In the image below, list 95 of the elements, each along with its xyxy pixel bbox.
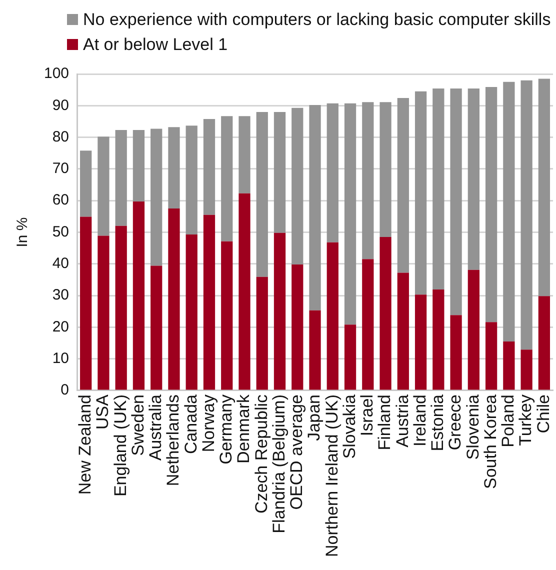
x-tick-label: Canada	[181, 394, 200, 454]
bar	[221, 241, 233, 390]
bar	[80, 150, 92, 217]
bar	[98, 236, 110, 390]
y-tick-label: 50	[52, 223, 70, 240]
bar	[168, 208, 180, 390]
x-tick-label: USA	[93, 394, 112, 430]
x-tick-label: Turkey	[516, 394, 536, 446]
x-tick-label: Germany	[216, 394, 236, 464]
x-tick-label: OECD average	[287, 394, 306, 510]
x-tick-label: Israel	[358, 394, 377, 436]
bar	[309, 105, 321, 310]
x-tick-label: Finland	[375, 394, 394, 450]
bar	[326, 103, 338, 242]
legend-label: No experience with computers or lacking basic computer skills	[83, 10, 551, 30]
bar	[397, 272, 409, 390]
x-tick-label: Flandria (Belgium)	[269, 394, 288, 534]
bar	[362, 259, 374, 390]
y-tick-label: 40	[52, 255, 70, 272]
bar	[168, 127, 180, 209]
x-tick-label: Australia	[146, 394, 166, 461]
bar	[362, 102, 374, 260]
x-tick-label: Netherlands	[164, 394, 183, 486]
y-tick-label: 70	[52, 160, 70, 178]
bar	[221, 116, 233, 242]
bar	[132, 130, 145, 202]
bar	[538, 296, 550, 390]
x-tick-label: Slovakia	[340, 394, 359, 459]
bar	[186, 126, 198, 234]
bar	[538, 78, 550, 296]
bar	[503, 82, 515, 342]
bar	[203, 118, 216, 215]
bar	[98, 136, 110, 236]
bar	[468, 270, 480, 390]
x-tick-label: Poland	[498, 394, 518, 448]
bar	[203, 214, 216, 390]
bar	[414, 294, 427, 390]
x-tick-label: Austria	[392, 394, 412, 448]
bar	[80, 216, 92, 390]
bar	[309, 310, 321, 390]
x-tick-label: Estonia	[428, 394, 448, 452]
bar	[150, 266, 162, 390]
bar	[344, 324, 356, 390]
bar	[186, 234, 198, 390]
x-tick-label: Denmark	[234, 394, 254, 464]
y-axis-title: In %	[14, 217, 32, 248]
x-tick-label: Japan	[304, 394, 324, 441]
bar	[380, 102, 392, 237]
y-tick-label: 10	[52, 350, 70, 367]
bar	[132, 202, 145, 390]
bar	[432, 290, 444, 390]
y-tick-label: 30	[52, 286, 70, 304]
bar	[485, 322, 498, 390]
x-tick-label: Greece	[446, 394, 465, 450]
bar	[397, 98, 409, 273]
x-tick-label: England (UK)	[110, 394, 130, 497]
y-tick-label: 60	[52, 192, 70, 209]
bar	[256, 112, 268, 277]
bar	[344, 103, 356, 325]
x-tick-label: Slovenia	[463, 394, 482, 460]
bar	[503, 341, 515, 390]
y-tick-label: 0	[60, 382, 70, 399]
bar	[292, 264, 304, 390]
bar	[238, 116, 250, 194]
bar	[520, 80, 532, 350]
x-tick-label: Sweden	[128, 394, 148, 456]
bar	[150, 128, 162, 266]
bar	[468, 88, 480, 270]
y-tick-label: 20	[52, 318, 70, 336]
bar	[520, 350, 532, 390]
y-tick-label: 90	[52, 96, 70, 114]
bar	[238, 193, 250, 390]
x-tick-label: Czech Republic	[252, 394, 271, 514]
x-tick-label: South Korea	[480, 394, 500, 490]
x-tick-label: New Zealand	[76, 394, 95, 495]
bar	[485, 86, 498, 322]
x-tick-label: Chile	[534, 394, 553, 434]
x-tick-label: Ireland	[410, 394, 430, 446]
bar	[450, 88, 462, 316]
bar	[414, 91, 427, 295]
bar	[274, 232, 286, 390]
bar	[292, 108, 304, 265]
bar	[256, 276, 268, 390]
y-tick-label: 100	[44, 65, 70, 82]
y-tick-label: 80	[52, 128, 70, 146]
bar	[115, 226, 127, 390]
bar	[115, 130, 127, 226]
legend-label: At or below Level 1	[83, 34, 228, 54]
x-tick-label: Norway	[198, 394, 218, 452]
bar	[432, 88, 444, 290]
bar	[274, 112, 286, 233]
x-tick-label: Northern Ireland (UK)	[322, 394, 342, 558]
bar	[326, 242, 338, 390]
bar	[380, 236, 392, 390]
bar	[450, 315, 462, 390]
